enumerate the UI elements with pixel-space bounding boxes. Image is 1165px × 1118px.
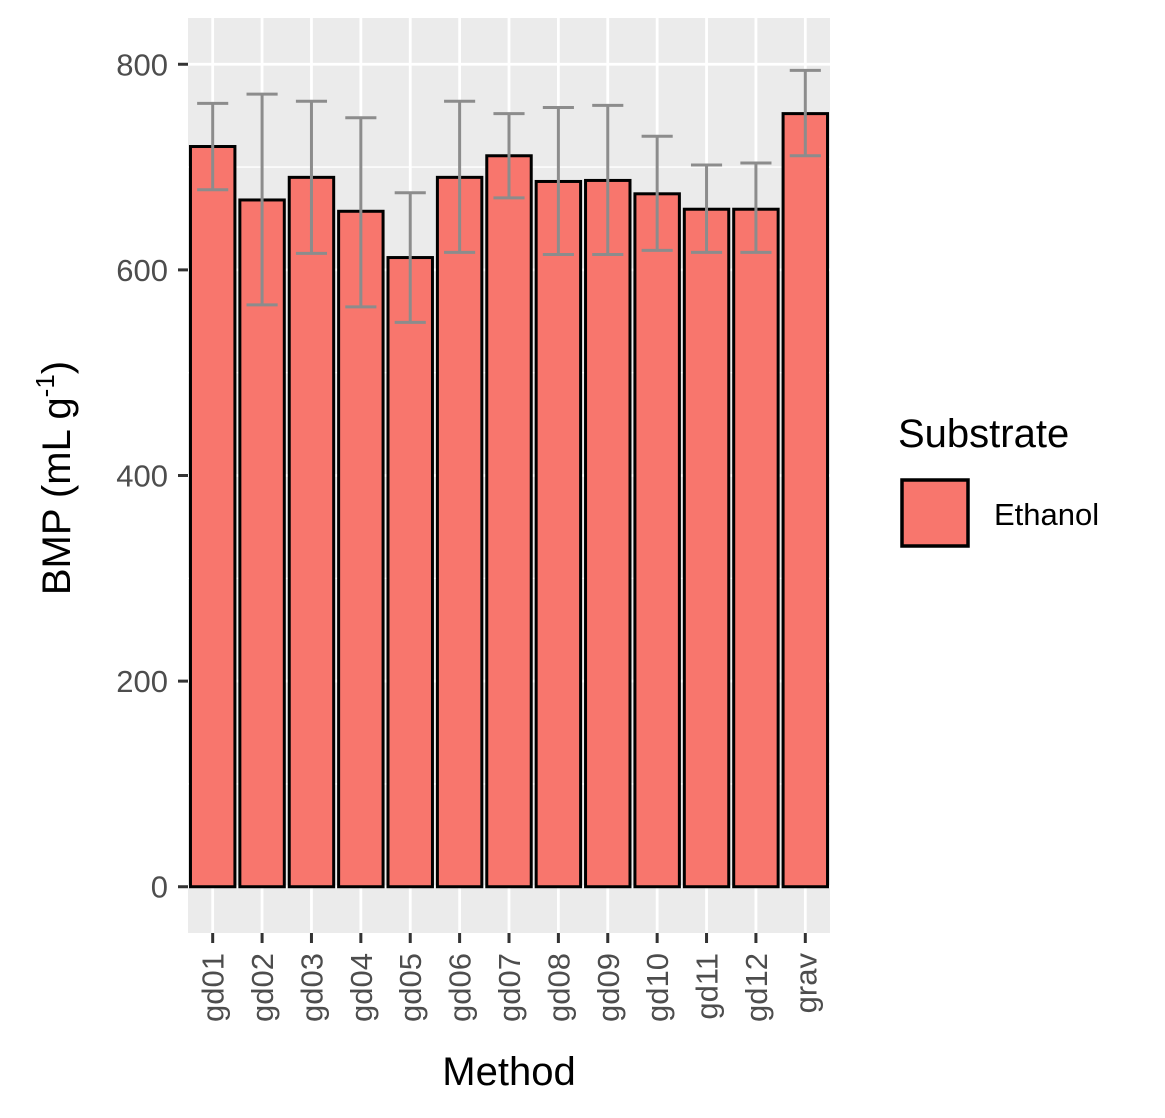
y-tick-label: 400 bbox=[116, 459, 168, 494]
x-tick-label: gd05 bbox=[393, 953, 428, 1022]
errorbar-grav bbox=[789, 68, 821, 158]
error-bars bbox=[197, 68, 821, 324]
bar-gd07 bbox=[485, 154, 533, 889]
legend-key-ethanol bbox=[900, 478, 970, 548]
bars bbox=[188, 112, 830, 889]
errorbar-gd11 bbox=[690, 163, 723, 254]
x-tick-label: gd04 bbox=[344, 953, 379, 1022]
y-tick-label: 0 bbox=[151, 870, 168, 905]
bar-gd02 bbox=[238, 198, 286, 889]
x-tick-label: gd06 bbox=[443, 953, 478, 1022]
x-tick-label: gd07 bbox=[492, 953, 527, 1022]
y-axis-title-close: ) bbox=[35, 361, 79, 374]
y-axis: 0 200 400 600 800 bbox=[116, 47, 188, 905]
errorbar-gd08 bbox=[542, 105, 574, 256]
bar-gd11 bbox=[682, 207, 731, 889]
x-tick-label: grav bbox=[788, 953, 823, 1014]
x-tick-label: gd11 bbox=[690, 953, 725, 1020]
bar-gd08 bbox=[534, 179, 583, 889]
y-axis-title: BMP (mL g-1) bbox=[30, 361, 79, 595]
x-tick-label: gd02 bbox=[245, 953, 280, 1022]
bar-gd10 bbox=[633, 192, 681, 889]
errorbar-gd05 bbox=[394, 191, 426, 324]
y-tick-label: 800 bbox=[116, 47, 168, 82]
bar-gd06 bbox=[435, 175, 484, 889]
errorbar-gd12 bbox=[740, 161, 772, 254]
bar-gd01 bbox=[188, 145, 237, 889]
errorbar-gd07 bbox=[493, 112, 525, 200]
legend-label-ethanol: Ethanol bbox=[994, 497, 1099, 532]
bar-gd04 bbox=[337, 209, 385, 889]
x-tick-label: gd10 bbox=[640, 953, 675, 1022]
y-axis-title-main: BMP (mL g bbox=[35, 397, 79, 595]
legend: Substrate Ethanol bbox=[898, 412, 1099, 548]
bar-grav bbox=[781, 112, 830, 889]
legend-title: Substrate bbox=[898, 412, 1069, 456]
bar-gd03 bbox=[287, 175, 336, 889]
errorbar-gd09 bbox=[592, 103, 624, 256]
x-tick-label: gd12 bbox=[739, 953, 774, 1022]
errorbar-gd10 bbox=[641, 134, 673, 252]
bar-gd12 bbox=[732, 207, 780, 889]
x-tick-label: gd01 bbox=[196, 953, 231, 1022]
x-tick-label: gd03 bbox=[294, 953, 329, 1022]
bar-gd09 bbox=[584, 178, 632, 889]
y-axis-title-superscript: -1 bbox=[30, 374, 60, 397]
x-axis-title: Method bbox=[442, 1050, 575, 1094]
errorbar-gd06 bbox=[444, 99, 476, 254]
y-tick-label: 200 bbox=[116, 664, 168, 699]
errorbar-gd03 bbox=[295, 99, 328, 255]
errorbar-gd01 bbox=[197, 101, 229, 192]
bar-gd05 bbox=[386, 256, 434, 889]
y-tick-label: 600 bbox=[116, 253, 168, 288]
errorbar-gd02 bbox=[246, 92, 278, 307]
x-tick-label: gd08 bbox=[541, 953, 576, 1022]
errorbar-gd04 bbox=[345, 116, 377, 309]
x-axis: gd01 gd02 gd03 gd04 gd05 gd06 gd07 gd08 gd09 gd10… bbox=[196, 933, 823, 1022]
x-tick-label: gd09 bbox=[591, 953, 626, 1022]
